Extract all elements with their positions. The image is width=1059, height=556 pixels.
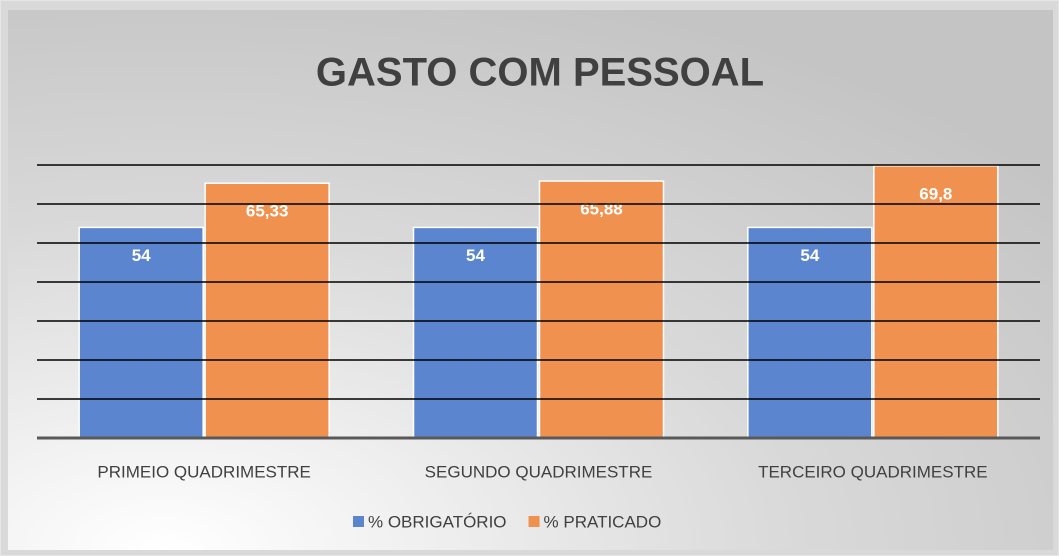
- legend-swatch: [528, 516, 540, 527]
- data-label: 54: [466, 246, 485, 265]
- chart-title: GASTO COM PESSOAL: [316, 51, 764, 95]
- x-tick-label: PRIMEIO QUADRIMESTRE: [97, 462, 310, 481]
- legend-label: % PRATICADO: [544, 512, 662, 531]
- data-label: 65,88: [580, 200, 623, 219]
- bar: [78, 226, 204, 439]
- x-tick-label: TERCEIRO QUADRIMESTRE: [758, 462, 988, 481]
- x-tick-label: SEGUNDO QUADRIMESTRE: [425, 462, 653, 481]
- data-label: 54: [800, 246, 819, 265]
- data-label: 54: [132, 246, 151, 265]
- legend-swatch: [353, 516, 364, 527]
- bar: [873, 165, 999, 439]
- data-label: 65,33: [246, 202, 289, 221]
- data-label: 69,8: [919, 184, 952, 203]
- bar: [204, 182, 330, 439]
- legend-label: % OBRIGATÓRIO: [368, 512, 507, 531]
